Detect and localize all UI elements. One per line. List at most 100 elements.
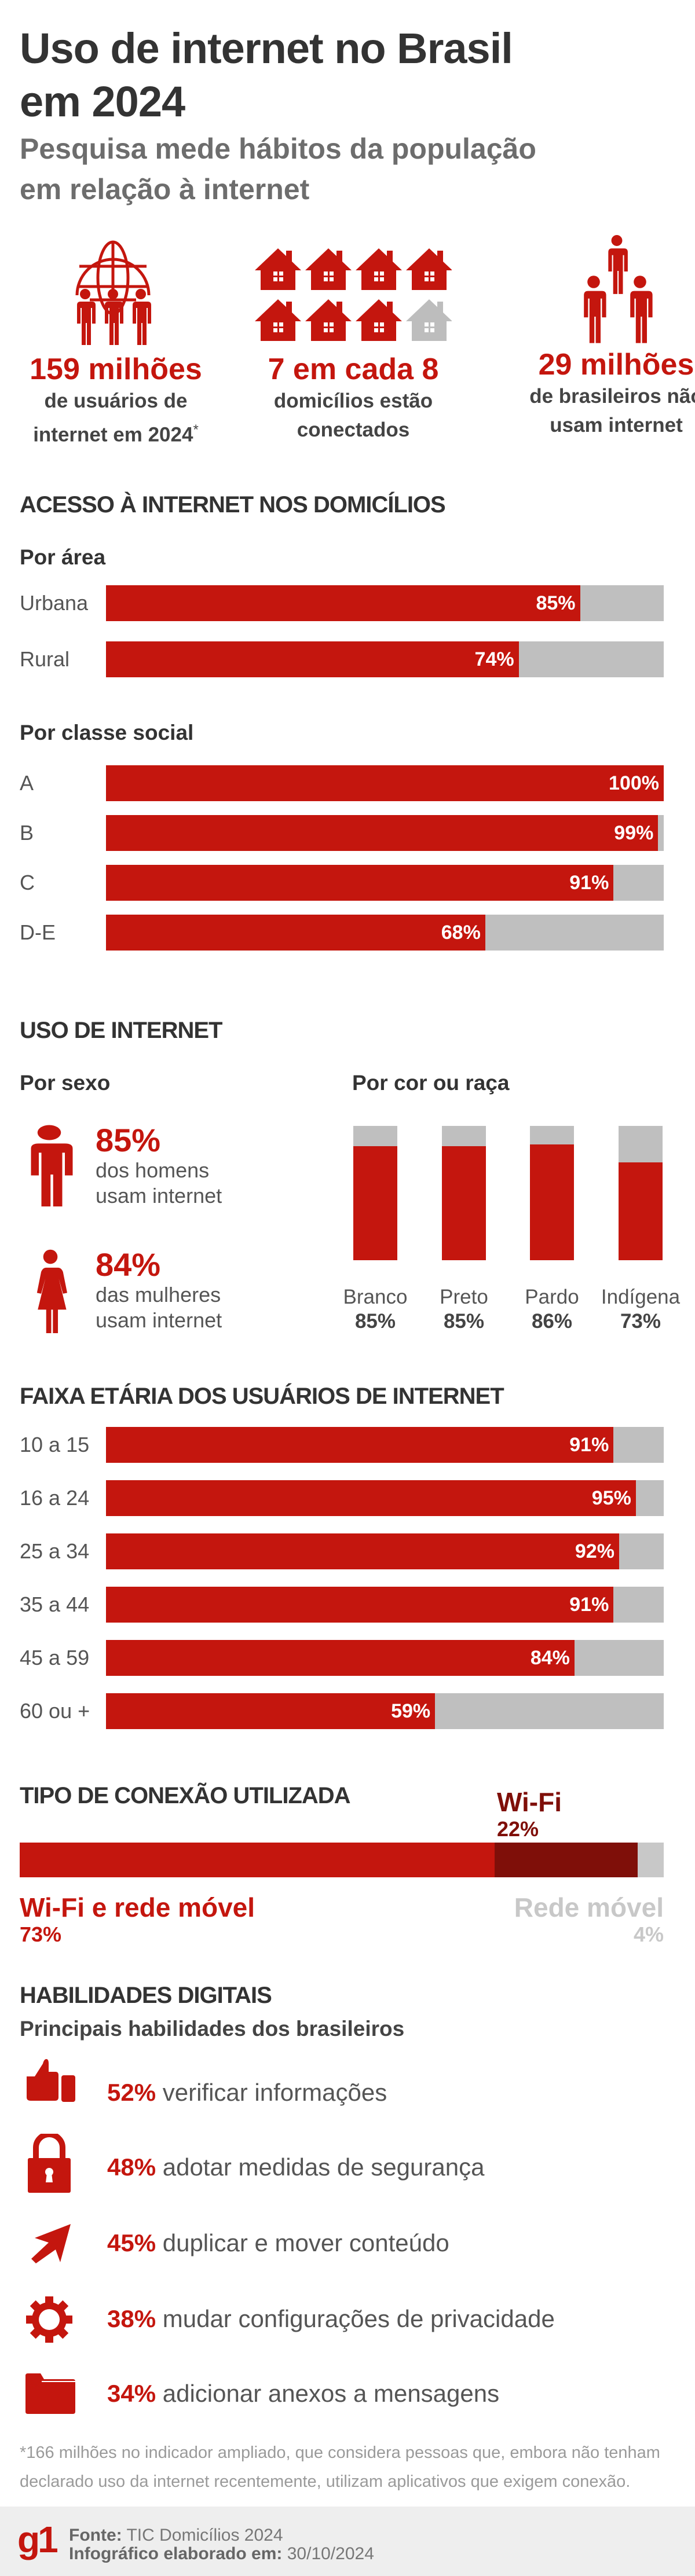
skill-label: verificar informações (162, 2079, 387, 2106)
bar-value: 68% (441, 922, 481, 944)
race-name: Preto (440, 1286, 488, 1308)
section-acesso-heading: ACESSO À INTERNET NOS DOMICÍLIOS (20, 492, 446, 518)
bar-value: 74% (474, 648, 514, 670)
race-bar-fill (442, 1146, 486, 1260)
bar-row: 35 a 44 91% (20, 1587, 664, 1623)
stat-non-users: 29 milhões de brasileiros não usam intern… (529, 348, 695, 436)
bar-value: 91% (569, 1434, 609, 1456)
bar-label: A (20, 771, 34, 795)
bar-row: Urbana 85% (20, 585, 664, 621)
section-faixa-heading: FAIXA ETÁRIA DOS USUÁRIOS DE INTERNET (20, 1384, 504, 1409)
skill-item: 48% adotar medidas de segurança (107, 2153, 484, 2182)
bar-fill: 100% (106, 765, 664, 801)
bar-row: B 99% (20, 815, 664, 851)
race-label: Pardo 86% (509, 1285, 595, 1334)
skill-label: adotar medidas de segurança (162, 2153, 485, 2181)
section-habilidades-heading: HABILIDADES DIGITAIS (20, 1983, 272, 2008)
man-icon (23, 1124, 75, 1208)
bar-fill: 91% (106, 865, 614, 901)
bar-track: 84% (106, 1640, 664, 1676)
bar-fill: 99% (106, 815, 659, 851)
bar-value: 59% (391, 1700, 431, 1722)
bar-label: Urbana (20, 591, 89, 615)
bar-row: C 91% (20, 865, 664, 901)
page-subtitle: Pesquisa mede hábitos da população em re… (20, 133, 536, 206)
bar-fill: 84% (106, 1640, 575, 1676)
race-name: Indígena (601, 1286, 681, 1308)
race-bar-fill (619, 1162, 663, 1260)
connection-name: Wi-Fi (497, 1787, 562, 1817)
bar-label: B (20, 821, 34, 845)
section-habilidades-subtitle: Principais habilidades dos brasileiros (20, 2017, 405, 2041)
race-label: Preto 85% (420, 1285, 507, 1334)
skill-label: duplicar e mover conteúdo (162, 2229, 449, 2256)
bar-label: C (20, 871, 35, 894)
skill-item: 38% mudar configurações de privacidade (107, 2305, 555, 2333)
connection-label: Rede móvel 4% (514, 1893, 664, 1947)
gear-icon (26, 2296, 72, 2343)
bar-row: 60 ou + 59% (20, 1693, 664, 1729)
connection-name: Wi-Fi e rede móvel (20, 1892, 255, 1922)
sex-women: 84% das mulheres usam internet (96, 1246, 222, 1333)
bar-label: 25 a 34 (20, 1539, 90, 1563)
houses-icon (255, 248, 452, 341)
bar-label: 60 ou + (20, 1699, 90, 1723)
bar-row: D-E 68% (20, 915, 664, 951)
bar-value: 99% (614, 822, 654, 844)
bar-fill: 74% (106, 641, 519, 677)
bar-track: 85% (106, 585, 664, 621)
bar-value: 95% (591, 1487, 631, 1509)
bar-track: 95% (106, 1480, 664, 1516)
bar-track: 91% (106, 1427, 664, 1463)
connection-value: 22% (497, 1817, 539, 1841)
race-value: 73% (620, 1310, 661, 1333)
race-value: 86% (531, 1310, 573, 1333)
race-bar-fill (530, 1144, 574, 1260)
g1-logo: g1 (17, 2519, 58, 2560)
lock-icon (28, 2134, 71, 2193)
bar-row: 16 a 24 95% (20, 1480, 664, 1516)
thumbs-up-icon (27, 2059, 75, 2102)
footer: g1 Fonte: TIC Domicílios 2024 Infográfic… (0, 2507, 695, 2576)
chart-area-title: Por área (20, 545, 106, 569)
bar-track: 68% (106, 915, 664, 951)
connection-value: 73% (20, 1922, 62, 1946)
race-bar (442, 1126, 486, 1260)
race-name: Pardo (525, 1286, 579, 1308)
bar-track: 99% (106, 815, 664, 851)
cursor-arrow-icon (31, 2224, 71, 2263)
stat-households: 7 em cada 8 domicílios estão conectados (268, 353, 439, 441)
sex-title: Por sexo (20, 1071, 111, 1095)
people-group-icon (584, 235, 653, 343)
connection-segment (20, 1843, 495, 1877)
skill-label: mudar configurações de privacidade (162, 2305, 555, 2332)
bar-track: 92% (106, 1533, 664, 1569)
date-line: Infográfico elaborado em: 30/10/2024 (69, 2544, 374, 2563)
bar-row: 25 a 34 92% (20, 1533, 664, 1569)
bar-value: 92% (575, 1540, 614, 1562)
bar-track: 91% (106, 865, 664, 901)
bar-fill: 91% (106, 1587, 614, 1623)
race-bar-fill (353, 1146, 397, 1260)
bar-label: 16 a 24 (20, 1486, 90, 1510)
race-name: Branco (343, 1286, 408, 1308)
skill-percent: 48% (107, 2153, 156, 2181)
bar-track: 74% (106, 641, 664, 677)
race-title: Por cor ou raça (352, 1071, 510, 1095)
bar-label: 45 a 59 (20, 1646, 90, 1669)
race-label: Branco 85% (332, 1285, 419, 1334)
globe-people-icon (75, 240, 151, 345)
bar-row: Rural 74% (20, 641, 664, 677)
page-title: Uso de internet no Brasil em 2024 (20, 24, 513, 126)
bar-value: 100% (609, 772, 659, 794)
bar-value: 85% (536, 592, 576, 614)
woman-icon (36, 1249, 67, 1333)
bar-track: 59% (106, 1693, 664, 1729)
skill-percent: 34% (107, 2380, 156, 2407)
bar-value: 91% (569, 1594, 609, 1616)
skill-label: adicionar anexos a mensagens (162, 2380, 500, 2407)
bar-fill: 91% (106, 1427, 614, 1463)
section-uso-heading: USO DE INTERNET (20, 1018, 222, 1043)
folder-icon (25, 2373, 75, 2414)
skill-item: 45% duplicar e mover conteúdo (107, 2229, 449, 2258)
